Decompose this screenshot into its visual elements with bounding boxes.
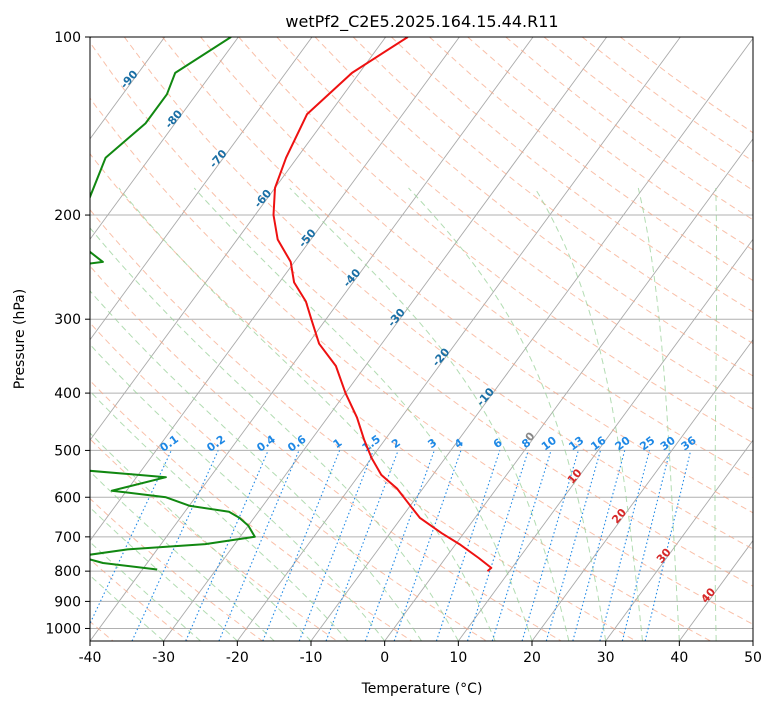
dry-adiabat	[90, 558, 189, 641]
x-tick-label: 50	[744, 650, 762, 666]
dry-adiabat	[162, 37, 753, 514]
y-tick-label: 300	[54, 312, 81, 328]
dry-adiabat	[90, 41, 753, 587]
moist-adiabat	[534, 187, 643, 641]
y-tick-label: 800	[54, 564, 81, 580]
isotherm-line	[384, 138, 753, 641]
dewpoint-profile	[90, 37, 256, 571]
temperature-profile	[272, 37, 493, 572]
y-tick-label: 1000	[45, 621, 81, 637]
dry-adiabat	[90, 379, 413, 641]
dry-adiabat	[123, 37, 753, 550]
background-lines	[90, 37, 753, 641]
dry-adiabat	[200, 37, 753, 478]
x-tick-label: 40	[670, 650, 688, 666]
mixing-ratio-line	[435, 450, 501, 641]
y-axis-label: Pressure (hPa)	[12, 289, 28, 389]
isotherm-line	[531, 338, 753, 641]
dry-adiabat	[90, 497, 263, 641]
mixing-ratio-line	[185, 450, 269, 641]
mixing-ratio-line	[621, 450, 671, 641]
y-tick-label: 500	[54, 443, 81, 459]
moist-adiabat	[90, 390, 349, 641]
x-axis-label: Temperature (°C)	[361, 681, 483, 697]
mixing-ratio-line	[572, 450, 626, 641]
moist-adiabat	[90, 227, 459, 641]
x-tick-label: -30	[152, 650, 175, 666]
mixing-ratio-line	[218, 450, 300, 641]
moist-adiabat	[637, 187, 680, 641]
plot-frame	[89, 36, 754, 642]
dry-adiabat	[90, 209, 637, 641]
moist-adiabat	[714, 187, 718, 641]
mixing-ratio-line	[599, 450, 650, 641]
mixing-ratio-line	[466, 450, 529, 641]
dry-adiabat	[90, 153, 711, 641]
mixing-ratio-line	[364, 450, 435, 641]
dry-adiabat	[90, 265, 562, 641]
profiles	[90, 37, 493, 572]
x-tick-label: 30	[597, 650, 615, 666]
x-tick-label: -10	[300, 650, 323, 666]
mixing-ratio-line	[644, 450, 692, 641]
mixing-ratio-line	[393, 450, 462, 641]
y-tick-label: 200	[54, 208, 81, 224]
isotherm-line	[457, 238, 753, 641]
isotherm-line	[90, 37, 239, 241]
dry-adiabat	[90, 438, 338, 641]
y-tick-label: 400	[54, 386, 81, 402]
x-tick-label: -20	[226, 650, 249, 666]
y-tick-label: 600	[54, 490, 81, 506]
isotherm-line	[90, 37, 534, 641]
mixing-ratio-line	[491, 450, 552, 641]
plot-area: -100-90-80-70-60-50-40-30-20-10010203040…	[89, 36, 754, 642]
moist-adiabat	[90, 290, 422, 641]
x-tick-label: 0	[380, 650, 389, 666]
moist-adiabat	[90, 432, 312, 641]
moist-adiabat	[118, 187, 496, 641]
mixing-ratio-line	[90, 450, 172, 625]
x-tick-label: -40	[79, 650, 102, 666]
moist-adiabat	[289, 187, 570, 641]
moist-adiabat	[193, 187, 533, 641]
y-tick-label: 700	[54, 530, 81, 546]
dry-adiabat	[238, 37, 753, 444]
dry-adiabat	[90, 97, 753, 625]
mixing-ratio-line	[521, 450, 579, 641]
moist-adiabat	[408, 187, 607, 641]
isotherm-line	[90, 37, 166, 140]
y-axis: 100 200 300 400 500 600 700 800 900 1000	[45, 30, 90, 637]
isotherm-line	[605, 439, 753, 641]
isotherm-line	[90, 37, 313, 341]
x-axis: -40 -30 -20 -10 0 10 20 30 40 50	[79, 641, 762, 666]
y-tick-label: 900	[54, 594, 81, 610]
y-tick-label: 100	[54, 30, 81, 46]
isotherm-line	[90, 37, 387, 441]
moist-adiabat	[90, 470, 275, 641]
isotherm-line	[236, 37, 681, 641]
x-tick-label: 20	[523, 650, 541, 666]
x-tick-label: 10	[449, 650, 467, 666]
mixing-ratio-line	[545, 450, 602, 641]
chart-title: wetPf2_C2E5.2025.164.15.44.R11	[285, 12, 558, 32]
